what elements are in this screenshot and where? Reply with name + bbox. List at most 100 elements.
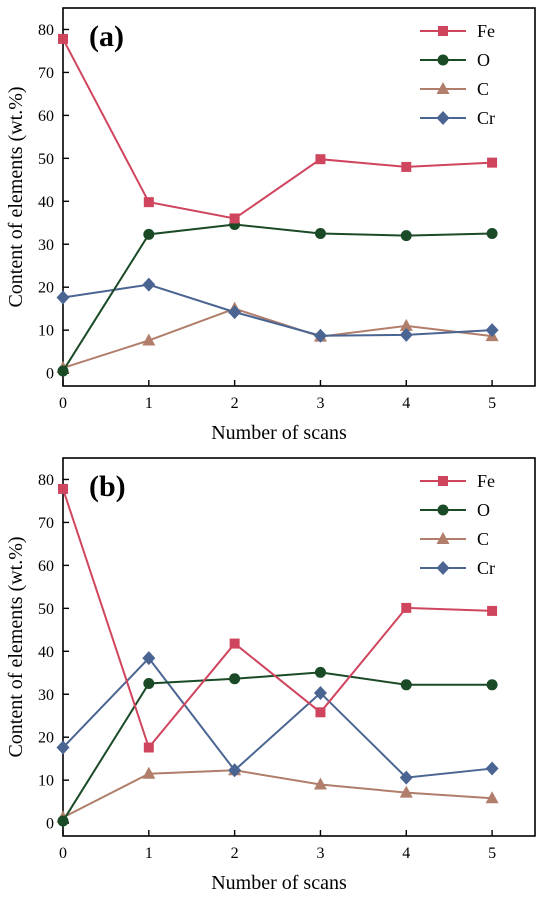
- data-point-fe: [229, 213, 240, 224]
- legend-label: Cr: [477, 108, 495, 128]
- legend: Fe OC Cr: [420, 21, 495, 128]
- legend-item-o: O: [420, 50, 490, 70]
- legend-item-c: C: [420, 79, 489, 99]
- legend-label: Cr: [477, 558, 495, 578]
- data-point-o: [486, 228, 498, 240]
- x-tick-label: 3: [316, 395, 324, 412]
- x-tick-label: 3: [316, 845, 324, 862]
- y-tick-label: 50: [38, 151, 54, 168]
- legend-marker-cr: [436, 561, 450, 575]
- data-point-cr: [399, 770, 413, 785]
- data-point-o: [143, 228, 155, 240]
- legend-marker-c: [436, 82, 450, 94]
- data-point-o: [400, 679, 412, 691]
- data-point-cr: [56, 740, 70, 755]
- legend-label: Fe: [477, 21, 495, 41]
- data-point-o: [57, 365, 69, 377]
- y-tick-label: 40: [38, 194, 54, 211]
- y-tick-label: 50: [38, 601, 54, 618]
- x-tick-label: 4: [402, 845, 410, 862]
- x-tick-label: 1: [145, 395, 153, 412]
- legend-marker-cr: [436, 111, 450, 125]
- series-line-cr: [62, 656, 493, 779]
- y-tick-label: 80: [38, 22, 54, 39]
- legend-item-cr: Cr: [420, 558, 495, 578]
- series-cr: [56, 277, 499, 343]
- y-axis-label: Content of elements (wt.%): [5, 536, 27, 757]
- legend-item-fe: Fe: [420, 471, 495, 491]
- data-point-o: [57, 815, 69, 827]
- legend-item-c: C: [420, 529, 489, 549]
- x-tick-label: 5: [488, 845, 496, 862]
- y-tick-label: 10: [38, 773, 54, 790]
- y-tick-label: 60: [38, 558, 54, 575]
- data-point-cr: [485, 761, 499, 776]
- series-line-cr: [62, 283, 493, 337]
- data-point-c: [485, 791, 499, 804]
- x-tick-label: 1: [145, 845, 153, 862]
- series-fe: [58, 33, 498, 224]
- series-line-fe: [62, 488, 493, 750]
- data-point-cr: [313, 685, 327, 700]
- y-tick-label: 10: [38, 323, 54, 340]
- x-tick-label: 5: [488, 395, 496, 412]
- panel-label: (a): [89, 20, 124, 53]
- data-point-cr: [142, 277, 156, 292]
- y-tick-label: 80: [38, 472, 54, 489]
- data-point-cr: [313, 328, 327, 343]
- plot-frame: [62, 457, 536, 837]
- x-axis-label: Number of scans: [211, 422, 347, 444]
- data-point-o: [486, 679, 498, 691]
- data-point-cr: [228, 305, 242, 320]
- series-o: [57, 218, 498, 377]
- series-cr: [56, 651, 499, 785]
- data-point-fe: [143, 197, 154, 208]
- legend: Fe OC Cr: [420, 471, 495, 578]
- data-point-o: [400, 230, 412, 242]
- legend-item-cr: Cr: [420, 108, 495, 128]
- data-point-o: [314, 228, 326, 240]
- data-point-fe: [401, 161, 412, 172]
- data-point-c: [399, 785, 413, 798]
- y-tick-label: 20: [38, 280, 54, 297]
- legend-label: O: [477, 500, 490, 520]
- x-tick-label: 0: [59, 845, 67, 862]
- legend-marker-fe: [438, 26, 448, 36]
- y-tick-label: 70: [38, 515, 54, 532]
- y-axis-label: Content of elements (wt.%): [5, 86, 27, 307]
- data-point-fe: [58, 33, 68, 44]
- x-tick-label: 2: [231, 845, 239, 862]
- data-point-fe: [487, 605, 498, 616]
- data-point-fe: [401, 602, 412, 613]
- y-tick-label: 20: [38, 730, 54, 747]
- data-point-cr: [228, 763, 242, 778]
- legend-item-o: O: [420, 500, 490, 520]
- legend-label: Fe: [477, 471, 495, 491]
- data-point-c: [399, 318, 413, 331]
- data-point-fe: [229, 638, 240, 649]
- y-tick-label: 0: [46, 366, 54, 383]
- y-tick-label: 30: [38, 687, 54, 704]
- legend-marker-fe: [438, 476, 448, 486]
- y-tick-label: 30: [38, 237, 54, 254]
- data-point-fe: [315, 154, 326, 165]
- data-point-o: [229, 673, 241, 685]
- x-tick-label: 4: [402, 395, 410, 412]
- legend-label: O: [477, 50, 490, 70]
- data-point-o: [314, 666, 326, 678]
- data-point-cr: [142, 651, 156, 666]
- y-tick-label: 40: [38, 644, 54, 661]
- data-point-cr: [56, 290, 70, 305]
- panel-label: (b): [89, 470, 126, 503]
- legend-marker-c: [436, 532, 450, 544]
- legend-label: C: [477, 529, 489, 549]
- data-point-c: [313, 777, 327, 790]
- series-line-o: [62, 671, 493, 822]
- plot-frame: [62, 7, 536, 387]
- legend-label: C: [477, 79, 489, 99]
- data-point-o: [143, 678, 155, 690]
- legend-marker-o: [437, 504, 449, 516]
- series-c: [56, 763, 499, 823]
